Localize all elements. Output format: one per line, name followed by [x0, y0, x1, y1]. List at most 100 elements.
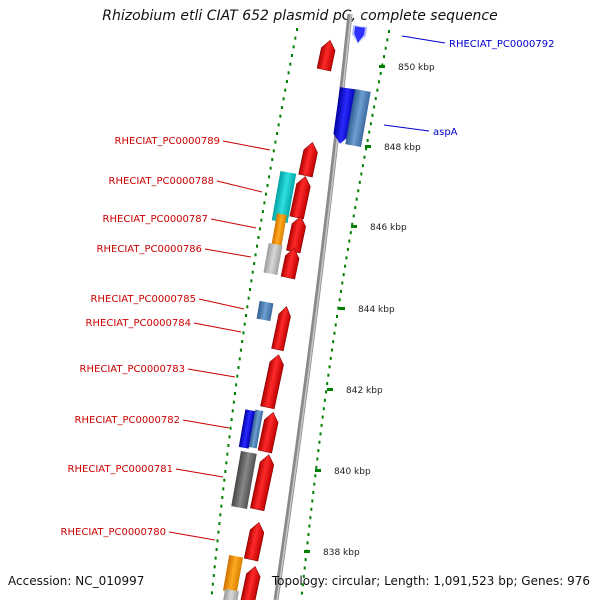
- scale-ring-dot: [363, 155, 366, 159]
- gene-rhpc783: [260, 354, 284, 410]
- gene-label[interactable]: RHECIAT_PC0000780: [61, 527, 166, 538]
- gene-rhpc786: [280, 247, 300, 280]
- gene-label-leader: [168, 531, 216, 541]
- scale-ring-dot: [366, 138, 369, 142]
- scale-tick-mark: [379, 65, 385, 68]
- gene-bottom-orange: [222, 555, 244, 593]
- feature-ring-dot: [268, 175, 271, 179]
- gene-rhpc787-orange: [271, 213, 287, 249]
- scale-ring-dot: [369, 122, 372, 126]
- gene-label[interactable]: RHECIAT_PC0000788: [109, 176, 214, 187]
- gene-label[interactable]: RHECIAT_PC0000784: [86, 318, 191, 329]
- scale-tick-label: 848 kbp: [384, 143, 421, 153]
- feature-ring-dot: [289, 62, 292, 66]
- gene-label[interactable]: RHECIAT_PC0000787: [103, 214, 208, 225]
- scale-ring-dot: [378, 80, 381, 84]
- scale-ring-dot: [306, 541, 309, 545]
- gene-label-leader: [210, 218, 257, 229]
- feature-ring-dot: [274, 140, 277, 144]
- gene-rhpc786-gray: [263, 243, 283, 275]
- gene-label[interactable]: RHECIAT_PC0000786: [97, 244, 202, 255]
- gene-forward-top: [316, 39, 336, 72]
- feature-ring-dot: [214, 556, 217, 560]
- gene-label-leader: [193, 322, 242, 333]
- scale-tick-mark: [315, 469, 321, 472]
- gene-rhpc781-dark: [231, 451, 257, 509]
- feature-ring-dot: [220, 504, 223, 508]
- feature-ring-dot: [254, 253, 257, 257]
- scale-ring-dot: [316, 457, 319, 461]
- gene-label-leader: [383, 124, 430, 132]
- feature-ring-dot: [250, 279, 253, 283]
- gene-label[interactable]: RHECIAT_PC0000789: [115, 136, 220, 147]
- feature-ring-dot: [285, 80, 288, 83]
- scale-ring-dot: [302, 574, 305, 578]
- gene-label[interactable]: RHECIAT_PC0000781: [68, 464, 173, 475]
- topology-summary: Topology: circular; Length: 1,091,523 bp…: [271, 574, 590, 588]
- scale-ring-dot: [342, 273, 345, 277]
- scale-tick-mark: [339, 307, 345, 310]
- scale-ring-dot: [341, 281, 344, 285]
- map-title: Rhizobium etli CIAT 652 plasmid pC, comp…: [102, 8, 498, 24]
- scale-ring-dot: [368, 130, 371, 134]
- scale-ring-dot: [307, 532, 310, 536]
- scale-ring-dot: [328, 365, 331, 369]
- feature-ring-dot: [266, 184, 269, 187]
- feature-ring-dot: [287, 71, 290, 75]
- scale-ring-dot: [325, 390, 328, 394]
- scale-ring-dot: [376, 88, 379, 92]
- gene-label[interactable]: RHECIAT_PC0000782: [75, 415, 180, 426]
- scale-tick-label: 838 kbp: [323, 548, 360, 558]
- gene-rhpc782-blue: [238, 409, 256, 449]
- feature-ring-dot: [212, 574, 215, 577]
- gene-bottom-red: [239, 566, 261, 600]
- scale-ring-dot: [329, 356, 332, 360]
- feature-ring-dot: [231, 409, 234, 413]
- feature-ring-dot: [261, 210, 264, 213]
- feature-ring-dot: [269, 166, 272, 170]
- scale-ring-dot: [321, 415, 324, 419]
- scale-ring-dot: [365, 147, 368, 151]
- scale-ring-dot: [317, 449, 320, 453]
- gene-label-leader: [187, 368, 236, 378]
- gene-label[interactable]: RHECIAT_PC0000785: [91, 294, 196, 305]
- feature-ring-dot: [282, 97, 285, 101]
- feature-ring-dot: [292, 45, 295, 49]
- gene-label-leader: [216, 180, 263, 193]
- feature-ring-dot: [251, 270, 254, 274]
- gene-rhpc782-steel: [248, 409, 264, 449]
- gene-label[interactable]: aspA: [433, 127, 458, 138]
- accession-number: Accession: NC_010997: [8, 574, 145, 588]
- scale-ring-dot: [310, 507, 313, 511]
- feature-ring-dot: [296, 28, 298, 31]
- scale-ring-dot: [314, 474, 317, 478]
- gene-label[interactable]: RHECIAT_PC0000792: [449, 39, 554, 50]
- feature-ring-dot: [271, 158, 274, 161]
- scale-ring-dot: [336, 315, 338, 318]
- scale-ring-dot: [312, 491, 315, 495]
- scale-ring-dot: [344, 264, 347, 268]
- feature-ring-dot: [238, 357, 241, 361]
- feature-ring-dot: [213, 565, 216, 569]
- scale-ring-dot: [338, 298, 341, 302]
- scale-ring-dot: [373, 105, 376, 109]
- feature-ring-dot: [284, 88, 287, 92]
- scale-tick-label: 840 kbp: [334, 467, 371, 477]
- feature-ring-dot: [255, 244, 258, 248]
- gene-label[interactable]: RHECIAT_PC0000783: [80, 364, 185, 375]
- scale-ring-dot: [315, 465, 318, 469]
- gene-rhpc787: [286, 215, 306, 254]
- gene-label-leader: [182, 419, 230, 429]
- feature-ring-dot: [228, 435, 231, 439]
- feature-ring-dot: [260, 218, 263, 222]
- feature-ring-dot: [216, 539, 219, 543]
- feature-ring-dot: [225, 461, 228, 465]
- scale-ring-dot: [323, 398, 326, 402]
- scale-ring-dot: [354, 206, 357, 210]
- scale-ring-dot: [384, 46, 387, 50]
- feature-ring-dot: [246, 305, 249, 309]
- feature-ring-dot: [239, 348, 242, 352]
- scale-tick-label: 846 kbp: [370, 223, 407, 233]
- scale-ring-dot: [303, 566, 306, 570]
- scale-ring-dot: [383, 55, 386, 59]
